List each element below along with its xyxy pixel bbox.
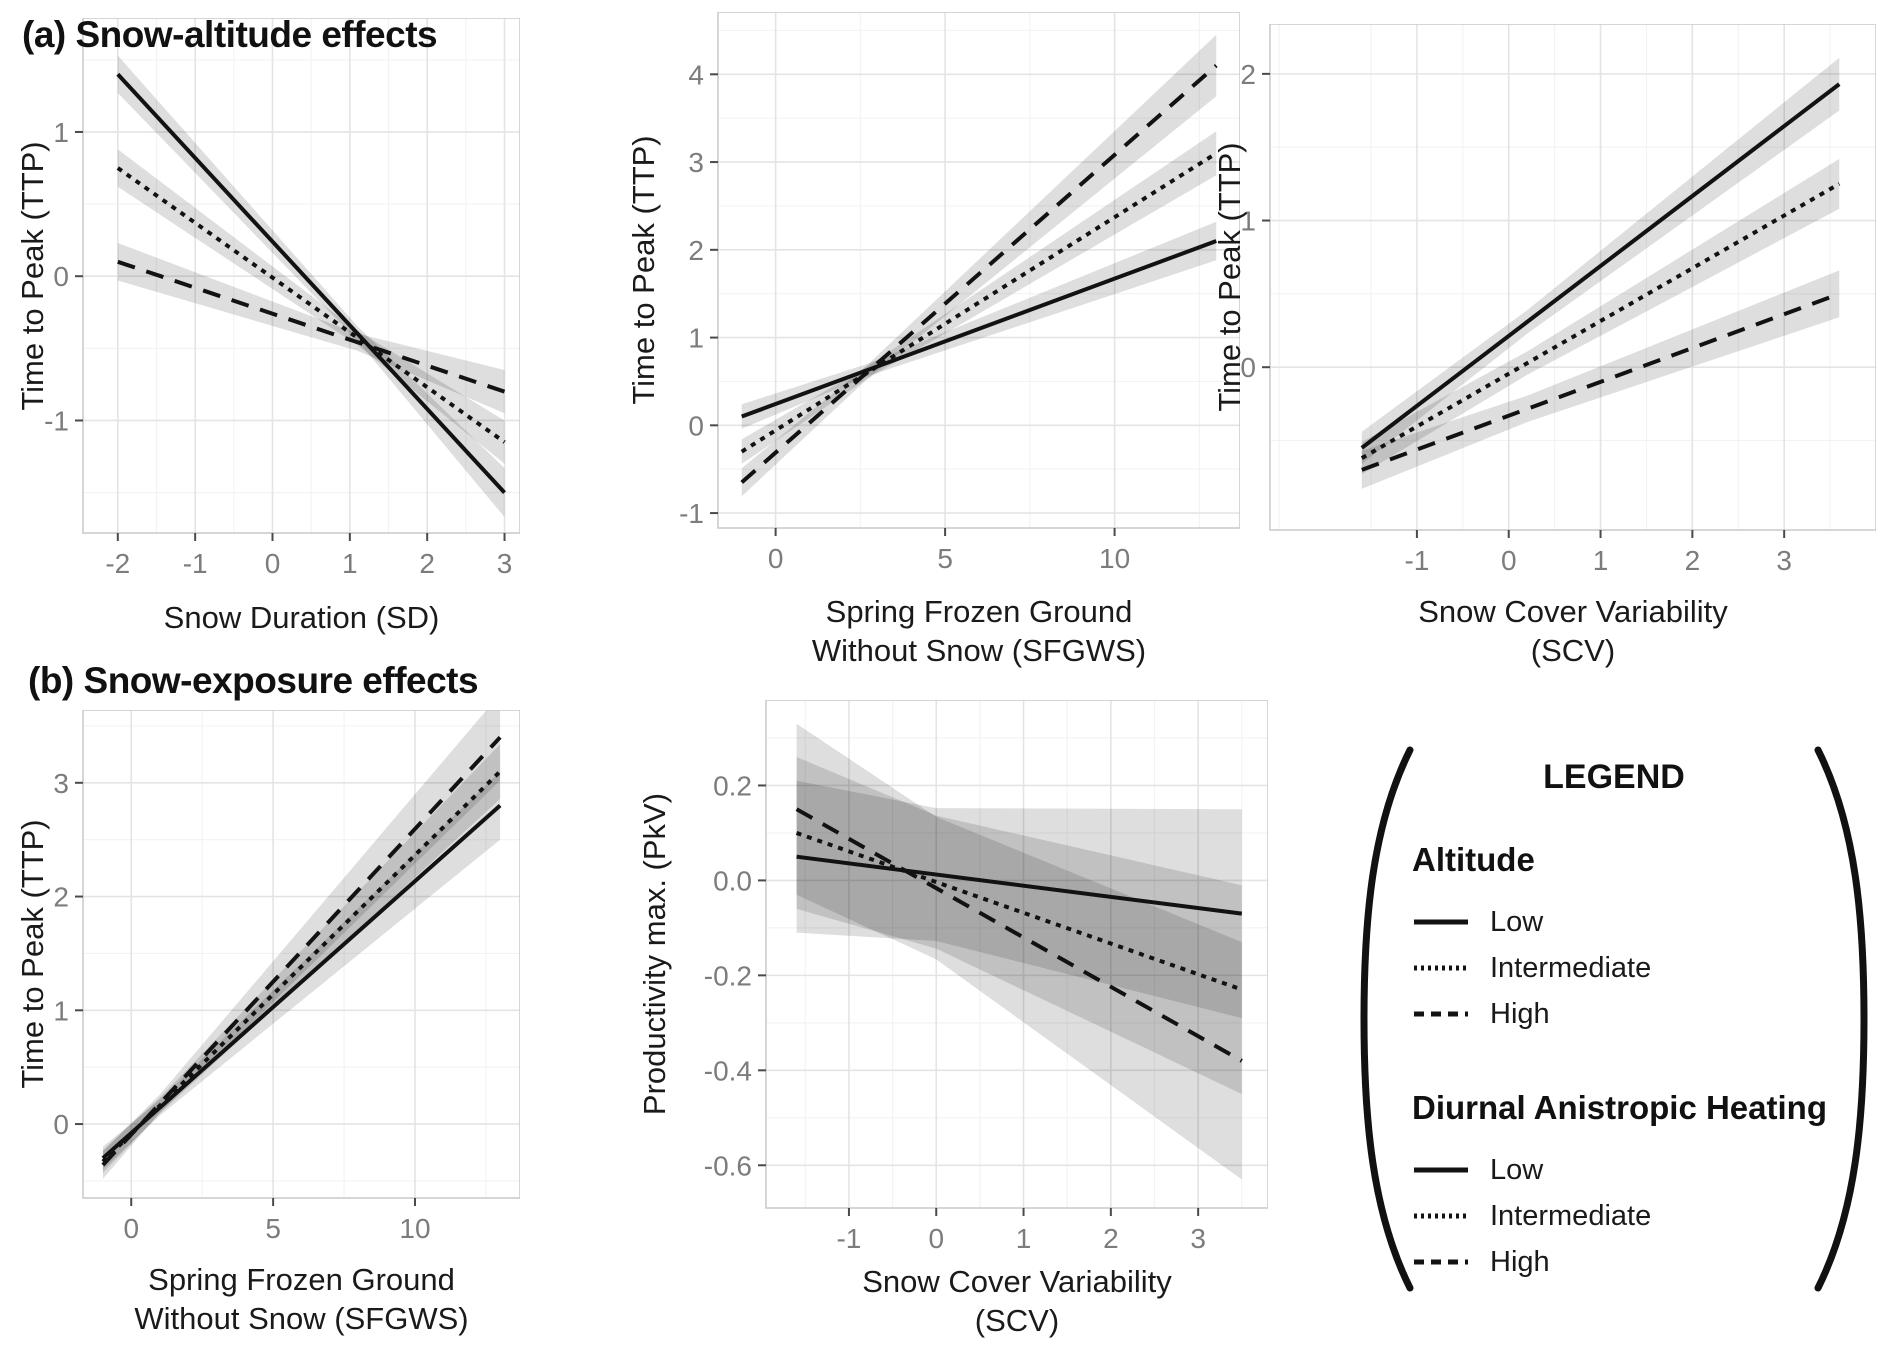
x-axis-label: Snow Cover Variability (SCV) xyxy=(1418,594,1728,669)
svg-text:3: 3 xyxy=(1776,545,1792,576)
legend-group-altitude-title: Altitude xyxy=(1412,841,1535,878)
svg-text:2: 2 xyxy=(1240,59,1256,90)
dotted-line-swatch-icon xyxy=(1414,1213,1468,1219)
legend-item-label: Low xyxy=(1490,905,1544,938)
solid-line-swatch-icon xyxy=(1414,919,1468,925)
svg-text:1: 1 xyxy=(1593,545,1609,576)
svg-text:5: 5 xyxy=(265,1213,281,1244)
svg-text:0: 0 xyxy=(688,410,704,441)
svg-text:0: 0 xyxy=(1240,352,1256,383)
svg-text:1: 1 xyxy=(688,323,704,354)
svg-text:10: 10 xyxy=(1099,543,1130,574)
solid-line-swatch-icon xyxy=(1414,1167,1468,1173)
panel-b-title: (b) Snow-exposure effects xyxy=(28,660,479,701)
legend-item: High xyxy=(1412,1245,1876,1279)
legend-title: LEGEND xyxy=(1543,758,1685,796)
svg-text:5: 5 xyxy=(937,543,953,574)
svg-text:0.0: 0.0 xyxy=(713,865,752,896)
y-axis-label: Time to Peak (TTP) xyxy=(626,135,661,405)
legend-item-label: Low xyxy=(1490,1153,1544,1186)
y-axis-label: Time to Peak (TTP) xyxy=(15,819,50,1089)
x-axis-label: Spring Frozen Ground Without Snow (SFGWS… xyxy=(811,594,1147,669)
svg-text:4: 4 xyxy=(688,59,704,90)
svg-text:3: 3 xyxy=(53,768,69,799)
svg-text:1: 1 xyxy=(1016,1223,1032,1254)
legend-item-label: High xyxy=(1490,997,1550,1030)
dashed-line-swatch-icon xyxy=(1414,1259,1468,1265)
svg-text:3: 3 xyxy=(497,548,513,579)
svg-text:10: 10 xyxy=(399,1213,430,1244)
x-axis-label: Snow Cover Variability (SCV) xyxy=(862,1264,1172,1339)
y-axis-label: Time to Peak (TTP) xyxy=(1212,142,1247,412)
svg-text:0: 0 xyxy=(1501,545,1517,576)
svg-text:1: 1 xyxy=(53,995,69,1026)
svg-text:0: 0 xyxy=(928,1223,944,1254)
svg-text:2: 2 xyxy=(1685,545,1701,576)
svg-text:-1: -1 xyxy=(836,1223,861,1254)
legend-item: Low xyxy=(1412,1153,1876,1187)
svg-text:2: 2 xyxy=(419,548,435,579)
svg-text:-1: -1 xyxy=(44,405,69,436)
legend-bracket-icon xyxy=(1360,746,1868,1292)
svg-text:2: 2 xyxy=(688,235,704,266)
legend-item: High xyxy=(1412,997,1876,1031)
svg-text:0: 0 xyxy=(53,1109,69,1140)
scv-heating-chart: -1 0 1 2 3 0.2 0.0 -0.2 -0.4 -0.6 xyxy=(704,700,1268,1254)
svg-text:3: 3 xyxy=(1190,1223,1206,1254)
legend-item: Intermediate xyxy=(1412,951,1876,985)
svg-text:-1: -1 xyxy=(183,548,208,579)
svg-text:-0.4: -0.4 xyxy=(704,1055,752,1086)
svg-text:-1: -1 xyxy=(1404,545,1429,576)
scv-altitude-chart: -1 0 1 2 3 2 1 0 xyxy=(1240,24,1876,576)
x-axis-label: Spring Frozen Ground Without Snow (SFGWS… xyxy=(134,1262,469,1337)
svg-text:3: 3 xyxy=(688,147,704,178)
legend-group-diurnal-heating-title: Diurnal Anistropic Heating xyxy=(1412,1089,1827,1126)
svg-text:-0.2: -0.2 xyxy=(704,960,752,991)
dotted-line-swatch-icon xyxy=(1414,965,1468,971)
svg-text:2: 2 xyxy=(1103,1223,1119,1254)
svg-text:0: 0 xyxy=(123,1213,139,1244)
legend-item: Low xyxy=(1412,905,1876,939)
svg-text:1: 1 xyxy=(342,548,358,579)
svg-text:0.2: 0.2 xyxy=(713,770,752,801)
dashed-line-swatch-icon xyxy=(1414,1011,1468,1017)
snow-duration-chart: -2 -1 0 1 2 3 1 0 -1 xyxy=(44,18,520,579)
legend-item-label: High xyxy=(1490,1245,1550,1278)
legend-item-label: Intermediate xyxy=(1490,1199,1652,1232)
legend-group-diurnal-heating: Diurnal Anistropic Heating Low Intermedi… xyxy=(1352,1089,1876,1279)
svg-text:1: 1 xyxy=(53,117,69,148)
svg-text:0: 0 xyxy=(265,548,281,579)
svg-text:0: 0 xyxy=(768,543,784,574)
legend-item: Intermediate xyxy=(1412,1199,1876,1233)
svg-text:-0.6: -0.6 xyxy=(704,1150,752,1181)
y-axis-label: Time to Peak (TTP) xyxy=(15,141,50,411)
legend-group-altitude: Altitude Low Intermediate High xyxy=(1352,841,1876,1031)
svg-text:-1: -1 xyxy=(679,498,704,529)
x-axis-label: Snow Duration (SD) xyxy=(163,600,440,635)
y-axis-label: Productivity max. (PkV) xyxy=(637,792,672,1116)
panel-a-title: (a) Snow-altitude effects xyxy=(22,14,438,55)
svg-text:0: 0 xyxy=(53,261,69,292)
legend-box: LEGEND Altitude Low Intermediate High Di… xyxy=(1352,738,1876,1300)
svg-text:1: 1 xyxy=(1240,206,1256,237)
svg-text:2: 2 xyxy=(53,882,69,913)
legend-item-label: Intermediate xyxy=(1490,951,1652,984)
svg-text:-2: -2 xyxy=(105,548,130,579)
